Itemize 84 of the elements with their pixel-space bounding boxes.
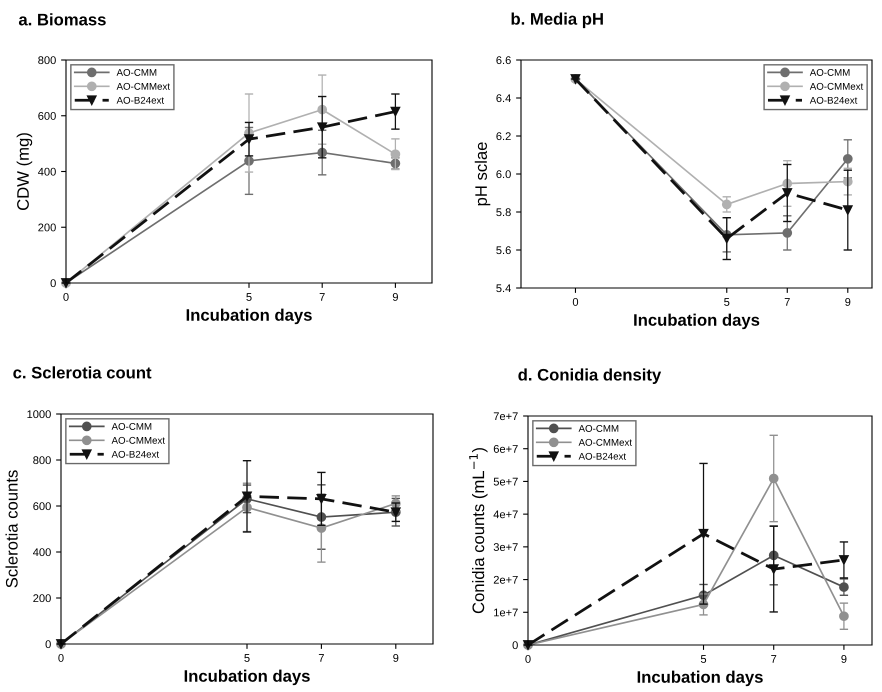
chart-title: d. Conidia density <box>518 368 662 384</box>
x-tick-label: 0 <box>58 654 64 662</box>
y-tick-label: 5.4 <box>496 284 511 292</box>
x-tick-label: 5 <box>246 293 252 301</box>
x-tick-label: 7 <box>784 298 790 306</box>
point <box>244 134 254 144</box>
y-tick-label: 1e+7 <box>494 608 518 616</box>
y-tick-label: 600 <box>33 502 51 510</box>
y-tick-label: 6.4 <box>496 94 511 102</box>
y-tick-label: 6.0 <box>496 170 511 178</box>
y-tick-label: 0 <box>46 640 51 648</box>
y-tick-label: 3e+7 <box>494 543 518 551</box>
x-tick-label: 9 <box>392 293 398 301</box>
point <box>316 494 326 504</box>
chart-title: a. Biomass <box>18 13 106 26</box>
legend-label: AO-B24ext <box>116 96 164 104</box>
point <box>390 149 400 160</box>
y-axis-title: CDW (mg) <box>16 133 32 210</box>
legend-label: AO-CMMext <box>112 436 165 444</box>
legend-label: AO-CMM <box>112 423 152 430</box>
y-tick-label: 800 <box>38 56 56 64</box>
point <box>782 228 792 238</box>
x-tick-label: 5 <box>244 654 250 662</box>
y-axis-title: pH sclae <box>474 142 490 206</box>
legend-label: AO-B24ext <box>578 452 626 460</box>
x-tick-label: 0 <box>63 293 69 301</box>
point <box>782 188 792 198</box>
legend-label: AO-CMMext <box>810 82 864 90</box>
point <box>839 582 849 592</box>
chart-title: c. Sclerotia count <box>13 366 152 379</box>
point <box>842 154 853 164</box>
y-tick-label: 2e+7 <box>494 576 518 584</box>
y-tick-label: 6e+7 <box>494 444 518 453</box>
y-tick-label: 4e+7 <box>494 510 518 518</box>
y-tick-label: 400 <box>38 168 56 176</box>
y-tick-label: 800 <box>33 456 51 464</box>
legend-label: AO-CMM <box>578 425 618 432</box>
x-axis-title: Incubation days <box>184 670 310 686</box>
y-tick-label: 6.2 <box>496 132 511 140</box>
x-tick-label: 0 <box>525 655 531 663</box>
y-tick-label: 200 <box>38 224 56 232</box>
y-tick-label: 400 <box>32 548 51 556</box>
point <box>842 205 853 215</box>
y-tick-label: 5.8 <box>496 208 511 216</box>
legend-label: AO-CMM <box>810 69 850 76</box>
y-tick-label: 1000 <box>27 410 51 418</box>
x-tick-label: 5 <box>700 655 706 663</box>
point <box>839 611 849 622</box>
x-tick-label: 5 <box>724 298 730 306</box>
legend-label: AO-B24ext <box>810 96 858 104</box>
y-axis-title: Sclerotia counts <box>5 470 18 588</box>
legend-label: AO-B24ext <box>112 450 160 458</box>
point <box>698 528 708 539</box>
y-tick-label: 0 <box>512 641 518 650</box>
x-tick-label: 0 <box>572 298 578 306</box>
x-tick-label: 7 <box>771 655 776 663</box>
x-axis-title: Incubation days <box>638 670 763 686</box>
legend-label: AO-CMMext <box>116 82 170 90</box>
y-tick-label: 0 <box>50 279 56 288</box>
point <box>768 474 779 484</box>
point <box>768 564 779 574</box>
chart-title: b. Media pH <box>512 12 603 28</box>
y-tick-label: 600 <box>38 112 56 120</box>
y-tick-label: 6.6 <box>496 56 511 64</box>
y-tick-label: 7e+7 <box>494 412 518 420</box>
x-tick-label: 9 <box>841 655 846 663</box>
point <box>317 122 328 132</box>
y-tick-label: 200 <box>33 594 51 602</box>
y-tick-label: 5e+7 <box>494 478 518 486</box>
point <box>722 234 732 244</box>
x-tick-label: 7 <box>320 293 325 301</box>
x-tick-label: 7 <box>318 654 324 662</box>
legend-label: AO-CMM <box>116 69 156 76</box>
point <box>390 106 400 116</box>
point <box>722 200 732 210</box>
x-axis-title: Incubation days <box>186 308 312 324</box>
point <box>839 555 849 565</box>
point <box>242 491 252 502</box>
y-axis-title: Conidia counts (mL$^{−1}$) <box>469 448 488 614</box>
x-tick-label: 9 <box>393 654 398 662</box>
x-axis-title: Incubation days <box>634 314 760 330</box>
y-tick-label: 5.6 <box>496 246 511 254</box>
legend-label: AO-CMMext <box>578 438 632 446</box>
x-tick-label: 9 <box>845 298 850 306</box>
